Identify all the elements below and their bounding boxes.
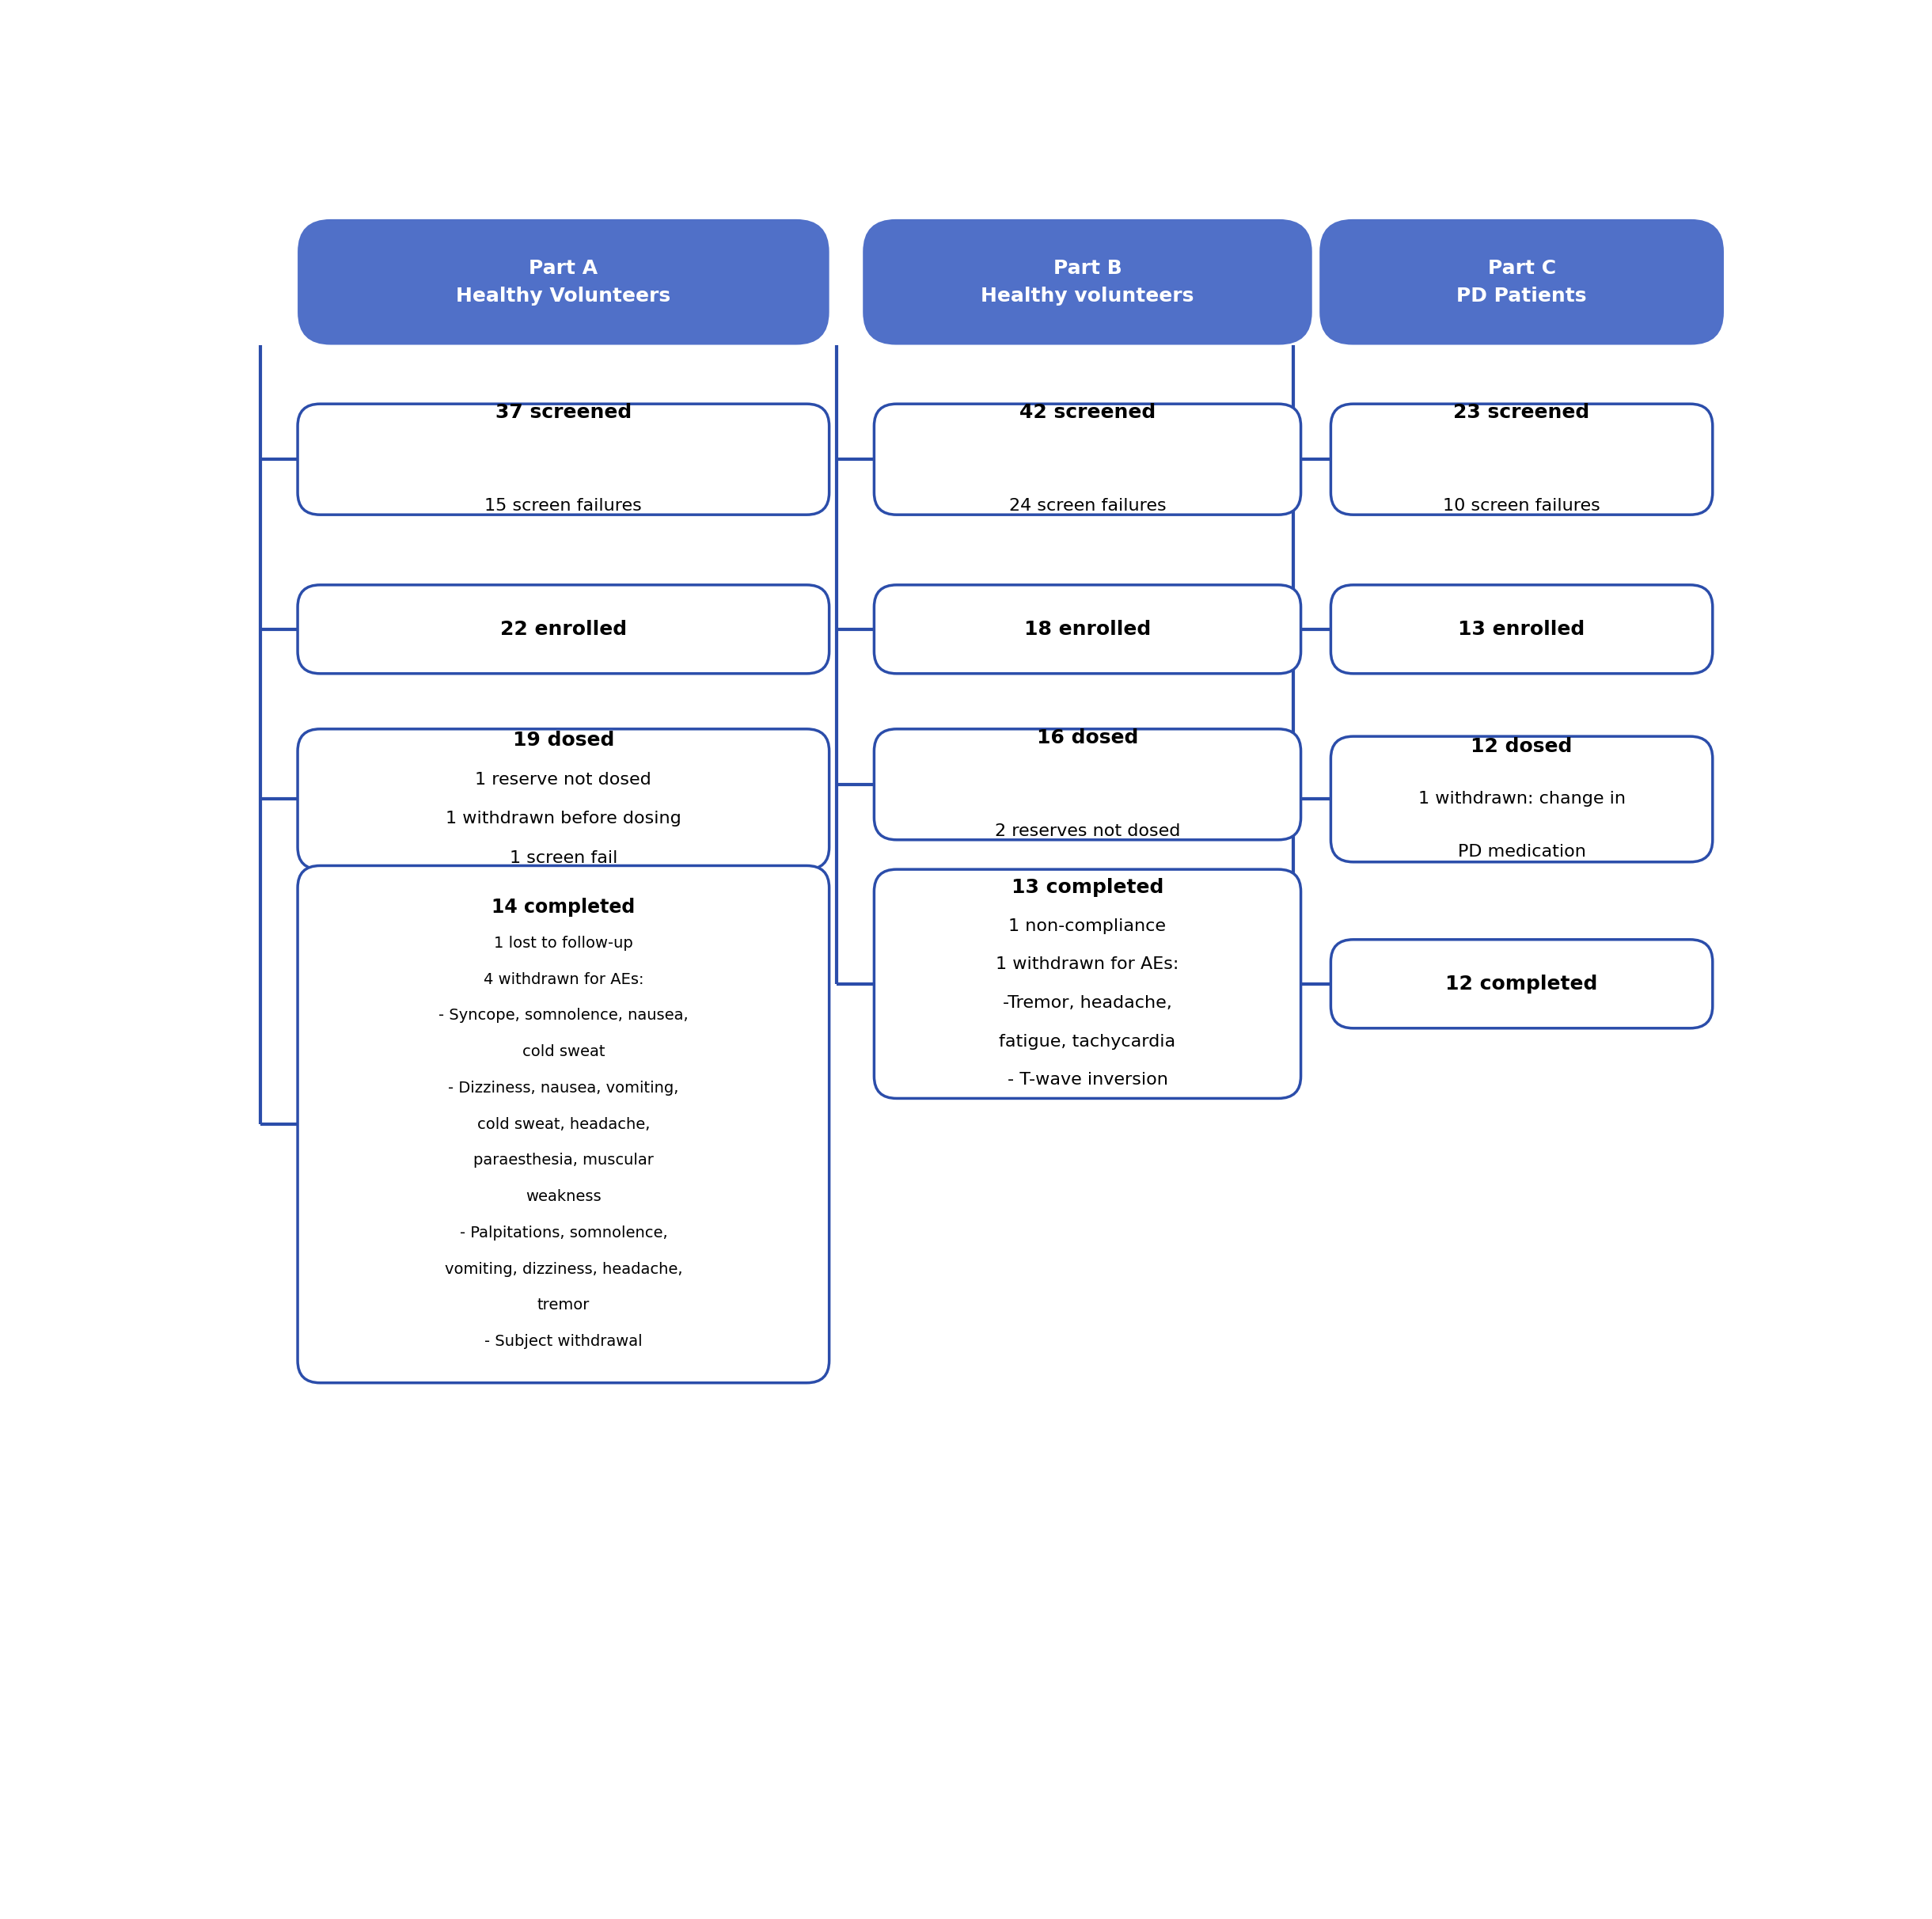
Text: 37 screened: 37 screened [495, 403, 632, 422]
FancyBboxPatch shape [1331, 403, 1712, 514]
Text: 1 reserve not dosed: 1 reserve not dosed [475, 771, 651, 787]
Text: 13 enrolled: 13 enrolled [1459, 620, 1584, 639]
FancyBboxPatch shape [873, 729, 1300, 841]
FancyBboxPatch shape [1331, 585, 1712, 674]
FancyBboxPatch shape [873, 869, 1300, 1098]
Text: paraesthesia, muscular: paraesthesia, muscular [473, 1153, 653, 1169]
Text: - Syncope, somnolence, nausea,: - Syncope, somnolence, nausea, [439, 1007, 688, 1023]
Text: weakness: weakness [526, 1190, 601, 1203]
Text: -Tremor, headache,: -Tremor, headache, [1003, 996, 1173, 1011]
Text: 1 withdrawn for AEs:: 1 withdrawn for AEs: [995, 958, 1179, 973]
Text: 1 lost to follow-up: 1 lost to follow-up [495, 936, 634, 950]
Text: 22 enrolled: 22 enrolled [500, 620, 626, 639]
FancyBboxPatch shape [873, 585, 1300, 674]
Text: 16 dosed: 16 dosed [1037, 729, 1138, 746]
Text: 4 withdrawn for AEs:: 4 withdrawn for AEs: [483, 971, 643, 986]
Text: 12 completed: 12 completed [1445, 975, 1598, 994]
Text: - Palpitations, somnolence,: - Palpitations, somnolence, [460, 1226, 667, 1240]
Text: fatigue, tachycardia: fatigue, tachycardia [999, 1034, 1177, 1050]
Text: Part C
PD Patients: Part C PD Patients [1457, 259, 1586, 305]
Text: 14 completed: 14 completed [491, 898, 636, 917]
Text: 12 dosed: 12 dosed [1470, 737, 1573, 756]
Text: vomiting, dizziness, headache,: vomiting, dizziness, headache, [444, 1261, 682, 1276]
Text: 42 screened: 42 screened [1020, 403, 1155, 422]
FancyBboxPatch shape [298, 219, 829, 345]
Text: 24 screen failures: 24 screen failures [1009, 497, 1167, 514]
FancyBboxPatch shape [864, 219, 1312, 345]
Text: 15 screen failures: 15 screen failures [485, 497, 641, 514]
Text: 10 screen failures: 10 screen failures [1443, 497, 1600, 514]
Text: cold sweat, headache,: cold sweat, headache, [477, 1117, 649, 1132]
FancyBboxPatch shape [1320, 219, 1723, 345]
Text: 1 withdrawn: change in: 1 withdrawn: change in [1418, 791, 1625, 808]
FancyBboxPatch shape [298, 865, 829, 1384]
Text: cold sweat: cold sweat [522, 1044, 605, 1059]
Text: 19 dosed: 19 dosed [512, 731, 614, 750]
Text: - Subject withdrawal: - Subject withdrawal [485, 1334, 643, 1349]
Text: tremor: tremor [537, 1297, 589, 1313]
FancyBboxPatch shape [1331, 940, 1712, 1029]
Text: - T-wave inversion: - T-wave inversion [1007, 1073, 1167, 1088]
FancyBboxPatch shape [1331, 737, 1712, 862]
Text: 23 screened: 23 screened [1453, 403, 1590, 422]
Text: 1 non-compliance: 1 non-compliance [1009, 917, 1167, 935]
Text: 13 completed: 13 completed [1010, 879, 1163, 898]
Text: Part B
Healthy volunteers: Part B Healthy volunteers [981, 259, 1194, 305]
Text: PD medication: PD medication [1457, 844, 1586, 860]
Text: 1 withdrawn before dosing: 1 withdrawn before dosing [446, 812, 682, 827]
Text: 1 screen fail: 1 screen fail [510, 850, 618, 865]
Text: 2 reserves not dosed: 2 reserves not dosed [995, 823, 1180, 839]
FancyBboxPatch shape [298, 403, 829, 514]
FancyBboxPatch shape [298, 729, 829, 869]
Text: Part A
Healthy Volunteers: Part A Healthy Volunteers [456, 259, 670, 305]
Text: - Dizziness, nausea, vomiting,: - Dizziness, nausea, vomiting, [448, 1080, 678, 1096]
FancyBboxPatch shape [298, 585, 829, 674]
FancyBboxPatch shape [873, 403, 1300, 514]
Text: 18 enrolled: 18 enrolled [1024, 620, 1151, 639]
